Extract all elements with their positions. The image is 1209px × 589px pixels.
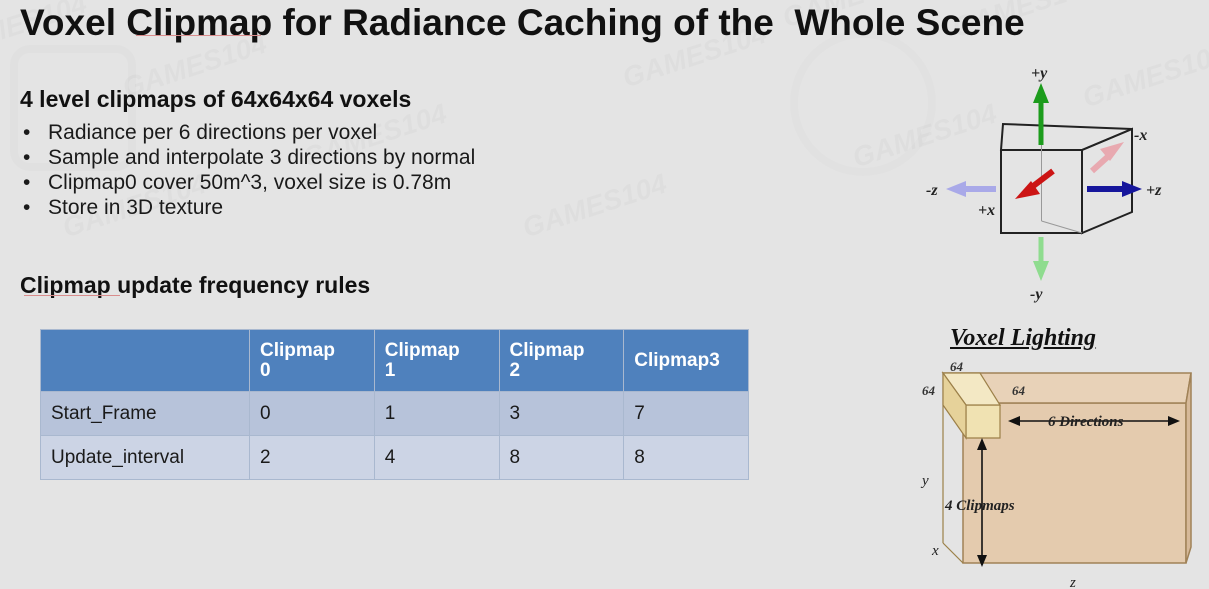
- svg-text:64: 64: [950, 359, 964, 374]
- svg-text:+x: +x: [978, 202, 995, 219]
- svg-text:64: 64: [1012, 383, 1026, 398]
- svg-text:6 Directions: 6 Directions: [1048, 414, 1124, 430]
- svg-text:+y: +y: [1031, 65, 1048, 82]
- svg-text:y: y: [920, 473, 929, 489]
- svg-text:z: z: [1069, 575, 1076, 589]
- svg-text:-y: -y: [1030, 286, 1043, 303]
- svg-text:64: 64: [922, 383, 936, 398]
- svg-text:x: x: [931, 543, 939, 559]
- svg-text:-z: -z: [926, 182, 938, 199]
- svg-text:+z: +z: [1146, 182, 1162, 199]
- svg-text:4 Clipmaps: 4 Clipmaps: [944, 498, 1015, 514]
- svg-text:-x: -x: [1134, 127, 1147, 144]
